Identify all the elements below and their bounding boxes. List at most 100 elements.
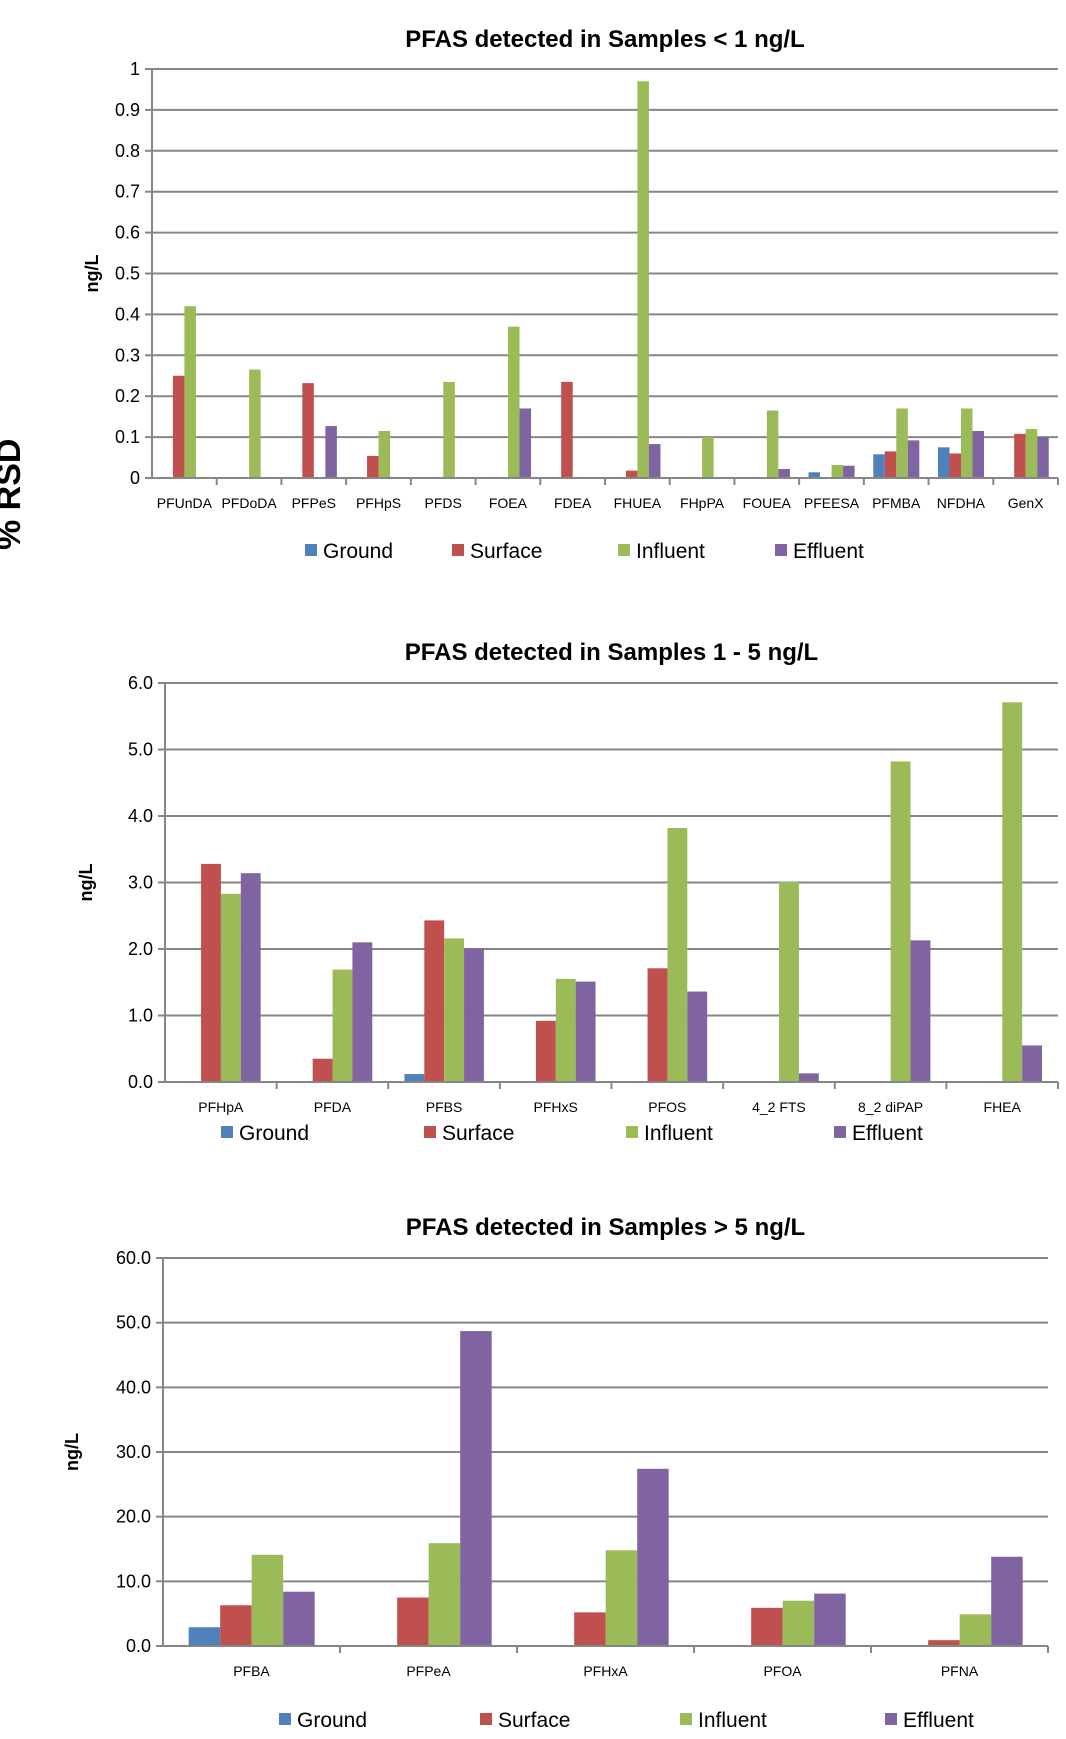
y-tick-label: 1.0: [128, 1006, 153, 1026]
bar-influent: [443, 381, 455, 478]
y-tick-label: 30.0: [116, 1442, 151, 1462]
y-tick-label: 0.7: [115, 182, 140, 202]
x-tick-label: PFDS: [425, 495, 462, 511]
bar-influent: [1025, 428, 1038, 478]
bar-influent: [251, 1554, 284, 1646]
x-tick-label: PFHxS: [534, 1099, 578, 1115]
bar-effluent: [687, 991, 708, 1082]
y-tick-label: 4.0: [128, 806, 153, 826]
legend-swatch-surface: [424, 1126, 436, 1138]
bar-surface: [561, 381, 573, 478]
bar-surface: [1014, 433, 1026, 478]
bar-effluent: [648, 444, 661, 478]
bar-surface: [949, 453, 961, 478]
x-tick-label: NFDHA: [937, 495, 986, 511]
bar-influent: [637, 81, 649, 479]
bar-surface: [535, 1020, 556, 1082]
x-tick-label: PFDoDA: [221, 495, 277, 511]
legend-label-influent: Influent: [636, 540, 705, 563]
bar-influent: [890, 761, 911, 1082]
x-tick-label: PFOS: [648, 1099, 686, 1115]
x-tick-label: PFMBA: [872, 495, 921, 511]
x-tick-label: FHUEA: [614, 495, 662, 511]
x-tick-label: PFHpA: [198, 1099, 244, 1115]
bar-surface: [751, 1607, 783, 1646]
legend-swatch-effluent: [834, 1126, 846, 1138]
y-tick-label: 20.0: [116, 1507, 151, 1527]
x-tick-label: PFNA: [941, 1663, 979, 1679]
legend-swatch-effluent: [775, 544, 787, 556]
bar-effluent: [778, 469, 790, 478]
bar-surface: [625, 470, 638, 478]
y-tick-label: 0.4: [115, 304, 140, 324]
legend-swatch-ground: [305, 544, 317, 556]
x-tick-label: PFUnDA: [157, 495, 213, 511]
legend-swatch-influent: [626, 1126, 638, 1138]
legend-swatch-surface: [480, 1713, 492, 1725]
y-tick-label: 0.1: [115, 427, 140, 447]
legend-label-surface: Surface: [442, 1122, 514, 1145]
y-tick-label: 10.0: [116, 1571, 151, 1591]
bar-effluent: [637, 1468, 669, 1646]
bar-ground: [188, 1627, 221, 1646]
legend-label-surface: Surface: [498, 1709, 570, 1732]
x-tick-label: PFBS: [426, 1099, 463, 1115]
bar-surface: [312, 1058, 333, 1082]
legend-swatch-effluent: [885, 1713, 897, 1725]
bar-effluent: [1037, 437, 1049, 478]
y-tick-label: 6.0: [128, 673, 153, 693]
bar-influent: [555, 978, 576, 1082]
bar-influent: [378, 430, 391, 478]
bar-effluent: [460, 1331, 492, 1646]
x-tick-label: 8_2 diPAP: [858, 1099, 923, 1115]
bar-ground: [937, 447, 950, 478]
chart-title: PFAS detected in Samples < 1 ng/L: [405, 26, 804, 53]
bar-influent: [1002, 702, 1023, 1082]
bar-influent: [779, 881, 799, 1082]
legend-label-effluent: Effluent: [793, 540, 864, 563]
bar-effluent: [519, 408, 532, 478]
y-tick-label: 0.9: [115, 100, 140, 120]
bar-effluent: [464, 948, 484, 1082]
x-tick-label: PFPeS: [292, 495, 336, 511]
y-tick-label: 1: [130, 59, 140, 79]
bar-effluent: [991, 1556, 1023, 1646]
y-tick-label: 5.0: [128, 740, 153, 760]
bar-ground: [808, 472, 821, 478]
bar-effluent: [575, 981, 596, 1082]
bar-effluent: [283, 1591, 315, 1646]
bar-surface: [302, 383, 314, 478]
x-tick-label: PFDA: [314, 1099, 352, 1115]
bar-influent: [896, 408, 908, 478]
legend-label-influent: Influent: [698, 1709, 767, 1732]
bar-influent: [766, 410, 779, 478]
x-tick-label: GenX: [1008, 495, 1044, 511]
bar-effluent: [1022, 1045, 1043, 1082]
legend-label-surface: Surface: [470, 540, 542, 563]
bar-effluent: [325, 426, 337, 478]
bar-influent: [184, 306, 196, 478]
bar-effluent: [907, 440, 920, 478]
y-tick-label: 0.6: [115, 223, 140, 243]
bar-influent: [702, 437, 714, 478]
x-tick-label: 4_2 FTS: [752, 1099, 806, 1115]
bar-influent: [667, 827, 688, 1082]
x-tick-label: FOUEA: [743, 495, 792, 511]
y-axis-label: ng/L: [82, 255, 102, 293]
bar-surface: [220, 1605, 252, 1646]
y-tick-label: 40.0: [116, 1377, 151, 1397]
bar-surface: [172, 375, 185, 478]
bar-influent: [220, 893, 241, 1082]
bar-effluent: [814, 1593, 846, 1646]
y-tick-label: 0: [130, 468, 140, 488]
bar-influent: [332, 969, 353, 1082]
bar-influent: [959, 1614, 992, 1646]
x-tick-label: FDEA: [554, 495, 592, 511]
bar-surface: [928, 1640, 960, 1646]
y-tick-label: 2.0: [128, 939, 153, 959]
bar-surface: [424, 920, 445, 1082]
bar-effluent: [240, 873, 261, 1082]
y-tick-label: 0.2: [115, 386, 140, 406]
y-tick-label: 3.0: [128, 873, 153, 893]
y-tick-label: 0.0: [128, 1072, 153, 1092]
